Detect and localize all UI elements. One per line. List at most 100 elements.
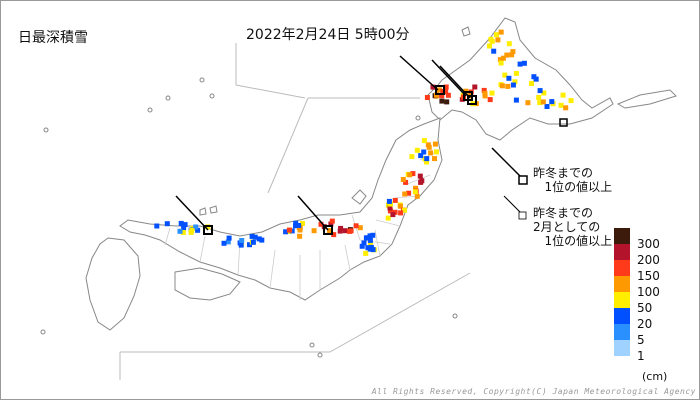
legend-label: 150 [637, 269, 660, 283]
station-marker [531, 74, 537, 80]
station-marker [368, 244, 374, 250]
station-marker [388, 201, 393, 207]
station-marker [421, 138, 427, 144]
station-marker [398, 210, 404, 216]
divider-line [329, 272, 471, 353]
station-marker [506, 75, 512, 81]
station-marker [494, 32, 499, 38]
station-marker [329, 218, 335, 224]
station-marker [286, 227, 292, 233]
station-marker [439, 93, 445, 99]
station-marker [506, 41, 512, 47]
legend-swatch [614, 228, 630, 244]
station-marker [297, 233, 303, 239]
station-marker [392, 197, 398, 203]
station-marker [402, 191, 408, 197]
station-marker [410, 171, 416, 177]
station-marker [403, 179, 409, 185]
station-marker [164, 221, 170, 227]
station-marker [426, 144, 432, 150]
station-marker [365, 245, 371, 251]
station-marker [250, 239, 256, 245]
island-dot [40, 329, 46, 335]
station-marker [513, 97, 519, 103]
station-marker [390, 212, 396, 218]
pointer-line [399, 55, 439, 91]
legend-swatch [614, 324, 630, 340]
legend-swatch [614, 340, 630, 356]
station-marker [387, 208, 393, 214]
station-marker [432, 156, 437, 162]
station-marker [439, 98, 445, 104]
pointer-line [503, 195, 523, 215]
station-marker [328, 221, 334, 227]
legend-swatch [614, 260, 630, 276]
station-marker [421, 149, 427, 155]
station-marker [482, 93, 488, 99]
station-marker [249, 233, 255, 239]
station-marker [181, 225, 187, 231]
legend-swatch [614, 308, 630, 324]
record-feb-symbol [518, 211, 527, 220]
station-marker [544, 104, 550, 109]
station-marker [414, 193, 420, 199]
station-marker [386, 198, 392, 204]
island-dot [199, 77, 205, 83]
station-marker [407, 172, 413, 178]
record-box [467, 95, 477, 105]
station-marker [529, 81, 534, 86]
station-marker [434, 92, 439, 98]
island-dot [43, 127, 49, 133]
kunashiri-island [616, 89, 677, 109]
station-marker [363, 250, 369, 256]
station-marker [428, 150, 434, 156]
rishiri-island [461, 26, 471, 37]
station-marker [558, 102, 564, 108]
station-marker [256, 236, 262, 242]
legend-label: 50 [637, 301, 653, 315]
oki-islands [209, 205, 218, 214]
pointer-line [491, 147, 523, 179]
station-marker [521, 60, 527, 66]
station-marker [505, 83, 511, 89]
region-dividers [119, 43, 471, 380]
station-marker [226, 235, 232, 241]
station-marker [444, 99, 450, 105]
station-marker [387, 205, 393, 211]
legend-label: 200 [637, 253, 660, 267]
divider-line [235, 84, 306, 99]
station-marker [370, 232, 376, 238]
legend-swatch [614, 276, 630, 292]
legend-label: 1 [637, 349, 645, 363]
station-marker [536, 95, 542, 100]
legend-colorbar [614, 228, 630, 356]
station-marker [491, 48, 497, 54]
station-marker [359, 243, 365, 249]
station-marker [342, 228, 348, 234]
kyushu [85, 237, 141, 331]
record-box [203, 225, 213, 235]
station-marker [357, 225, 363, 231]
station-marker [525, 100, 531, 106]
station-marker [367, 233, 373, 239]
station-marker [432, 141, 438, 147]
station-marker [498, 29, 504, 35]
station-marker [549, 99, 555, 105]
shikoku [174, 267, 241, 301]
station-marker [289, 228, 295, 234]
record-box [323, 225, 333, 235]
legend-label: 100 [637, 285, 660, 299]
station-marker [424, 159, 429, 165]
station-marker [502, 72, 508, 78]
station-marker [563, 105, 569, 111]
station-marker [498, 60, 504, 66]
station-marker [418, 179, 424, 185]
observation-time: 2022年2月24日 5時00分 [246, 27, 410, 43]
station-marker [512, 79, 518, 85]
station-marker [489, 38, 495, 44]
station-marker [424, 95, 430, 100]
station-marker [513, 70, 519, 76]
pointer-line [297, 195, 329, 231]
station-marker [424, 156, 430, 162]
station-marker [347, 228, 353, 234]
